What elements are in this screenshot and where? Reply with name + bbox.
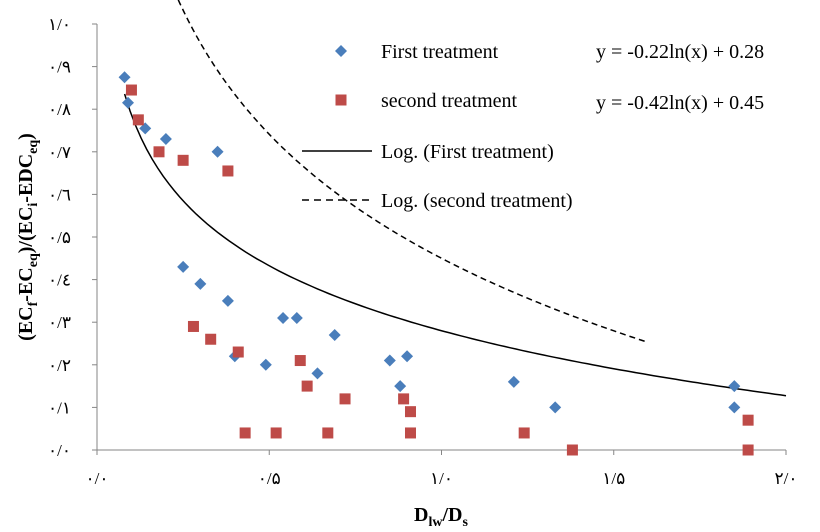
- point-second-treatment: [294, 355, 306, 367]
- trendline-first-treatment: [123, 93, 787, 397]
- y-tick-label: ۰/۰: [48, 441, 71, 460]
- x-tick-label: ۲/۰: [775, 469, 798, 488]
- point-first-treatment: [211, 145, 224, 158]
- legend-item-log-second: Log. (second treatment): [302, 190, 573, 212]
- point-first-treatment: [259, 358, 272, 371]
- point-second-treatment: [153, 146, 165, 158]
- axis-ticks: ۰/۰ ۰/۵ ۱/۰ ۱/۵ ۲/۰ ۰/۰ ۰/۱ ۰/۲ ۰/۳ ۰/٤ ۰/۵ ۰/٦ ۰/۷ ۰…: [48, 15, 798, 488]
- legend-marker-square: [335, 94, 347, 106]
- point-second-treatment: [205, 333, 217, 345]
- legend-label-first-treatment: First treatment: [381, 41, 499, 63]
- plot-axes: [96, 24, 786, 451]
- point-first-treatment: [194, 277, 207, 290]
- point-second-treatment: [339, 393, 351, 405]
- point-first-treatment: [507, 375, 520, 388]
- x-tick-label: ۰/۰: [86, 469, 109, 488]
- point-second-treatment: [404, 406, 416, 418]
- y-tick-label: ۰/۹: [48, 58, 71, 77]
- point-first-treatment: [159, 133, 172, 146]
- trendlines: [123, 0, 787, 397]
- point-first-treatment: [728, 380, 741, 393]
- y-axis-title: (ECf-ECeq)/(ECi-EDCeq): [15, 133, 41, 341]
- point-second-treatment: [239, 427, 251, 439]
- y-tick-label: ۰/۷: [48, 143, 71, 162]
- x-tick-label: ۱/۰: [430, 469, 453, 488]
- legend-label-log-first: Log. (First treatment): [381, 141, 554, 163]
- point-first-treatment: [394, 380, 407, 393]
- equation-first-treatment: y = -0.22ln(x) + 0.28: [596, 41, 764, 63]
- y-tick-label: ۰/۳: [48, 313, 71, 332]
- point-second-treatment: [566, 444, 578, 456]
- point-second-treatment: [518, 427, 530, 439]
- point-first-treatment: [221, 294, 234, 307]
- point-second-treatment: [187, 320, 199, 332]
- y-tick-label: ۰/۱: [48, 398, 71, 417]
- point-first-treatment: [122, 96, 135, 109]
- y-tick-label: ۰/۲: [48, 356, 71, 375]
- legend-item-first-treatment: First treatment: [335, 41, 499, 63]
- legend-marker-diamond: [335, 45, 347, 57]
- legend-item-second-treatment: second treatment: [335, 90, 517, 112]
- point-first-treatment: [401, 350, 414, 363]
- point-first-treatment: [549, 401, 562, 414]
- y-tick-label: ۰/۵: [48, 228, 71, 247]
- point-first-treatment: [728, 401, 741, 414]
- y-tick-label: ۰/۸: [48, 100, 71, 119]
- legend-label-second-treatment: second treatment: [381, 90, 517, 112]
- point-second-treatment: [404, 427, 416, 439]
- equation-second-treatment: y = -0.42ln(x) + 0.45: [596, 92, 764, 114]
- point-first-treatment: [328, 328, 341, 341]
- point-first-treatment: [139, 122, 152, 135]
- x-tick-label: ۰/۵: [258, 469, 281, 488]
- legend-label-log-second: Log. (second treatment): [381, 190, 573, 212]
- point-second-treatment: [125, 84, 137, 96]
- x-axis-title: Dlw/Ds: [414, 504, 468, 530]
- point-first-treatment: [177, 260, 190, 273]
- y-tick-label: ۰/٤: [48, 271, 71, 290]
- legend-item-log-first: Log. (First treatment): [302, 141, 554, 163]
- point-second-treatment: [222, 165, 234, 177]
- trendline-second-treatment: [177, 0, 646, 343]
- point-first-treatment: [290, 311, 303, 324]
- point-first-treatment: [311, 367, 324, 380]
- point-first-treatment: [118, 71, 131, 84]
- point-first-treatment: [383, 354, 396, 367]
- point-second-treatment: [322, 427, 334, 439]
- point-second-treatment: [742, 444, 754, 456]
- point-second-treatment: [742, 414, 754, 426]
- data-markers: [118, 71, 754, 456]
- point-second-treatment: [132, 114, 144, 126]
- point-first-treatment: [277, 311, 290, 324]
- point-second-treatment: [398, 393, 410, 405]
- legend: First treatment second treatment Log. (F…: [302, 41, 573, 212]
- x-tick-label: ۱/۵: [602, 469, 625, 488]
- point-second-treatment: [177, 154, 189, 166]
- y-tick-label: ۱/۰: [48, 15, 71, 34]
- point-second-treatment: [301, 380, 313, 392]
- point-second-treatment: [232, 346, 244, 358]
- y-tick-label: ۰/٦: [48, 185, 71, 204]
- point-second-treatment: [270, 427, 282, 439]
